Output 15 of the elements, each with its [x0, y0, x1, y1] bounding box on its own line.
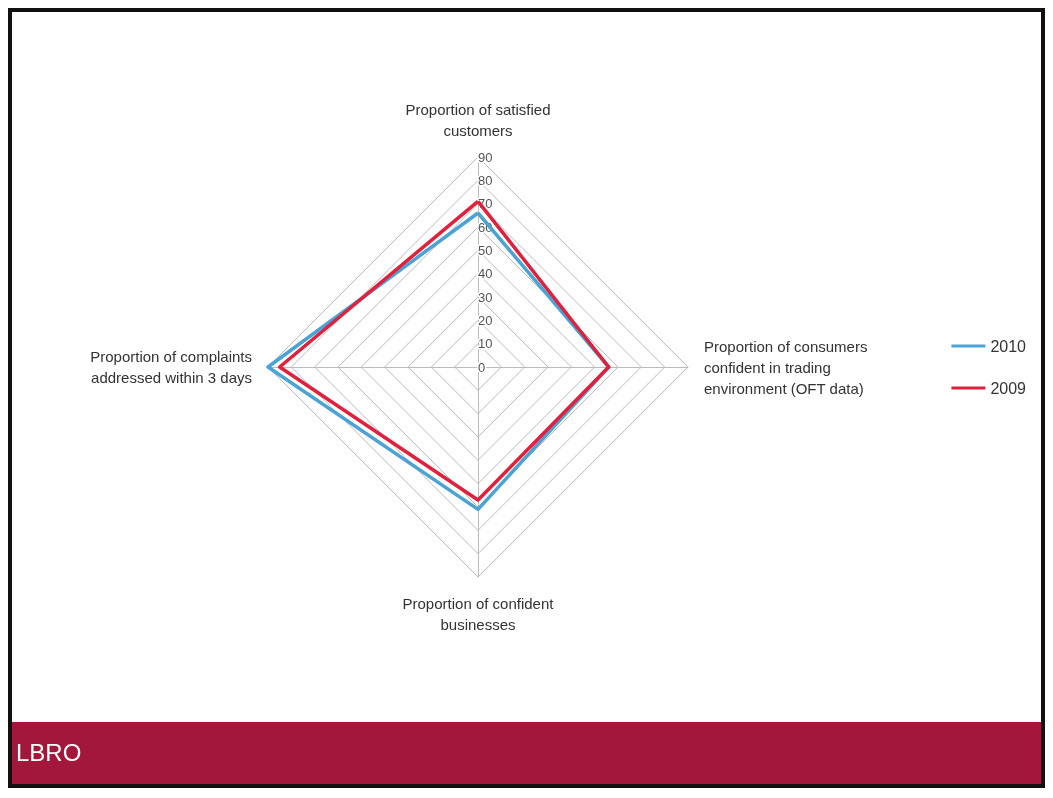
legend-label: 2009	[990, 379, 1027, 397]
spoke-label: Proportion of consumers confident in trading environment (OFT data)	[704, 337, 868, 397]
y-tick-label: 50	[478, 242, 493, 258]
spoke-label: Proportion of complaints addressed within 3 days	[90, 348, 252, 386]
y-tick-label: 10	[478, 336, 493, 352]
legend-label: 2010	[990, 337, 1027, 355]
y-tick-label: 30	[478, 289, 493, 305]
y-tick-label: 0	[478, 359, 486, 375]
text: LBRO	[16, 739, 82, 767]
spoke-label: Proportion of satisfied customers	[405, 101, 551, 139]
spoke-label: Proportion of confident businesses	[402, 595, 555, 633]
y-tick-label: 90	[478, 149, 493, 165]
y-tick-label: 80	[478, 172, 493, 188]
y-tick-label: 20	[478, 312, 493, 328]
y-tick-label: 40	[478, 266, 493, 282]
